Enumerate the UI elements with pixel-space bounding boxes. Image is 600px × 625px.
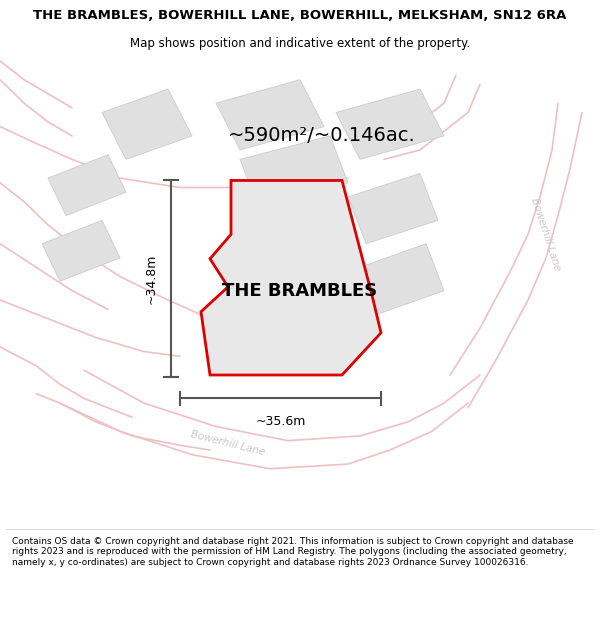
Text: ~34.8m: ~34.8m (145, 254, 158, 304)
Polygon shape (336, 89, 444, 159)
Polygon shape (240, 136, 348, 206)
Polygon shape (102, 89, 192, 159)
Text: Bowerhill Lane: Bowerhill Lane (529, 197, 563, 272)
Text: Contains OS data © Crown copyright and database right 2021. This information is : Contains OS data © Crown copyright and d… (12, 537, 574, 567)
Polygon shape (252, 201, 354, 272)
Polygon shape (348, 173, 438, 244)
Text: ~35.6m: ~35.6m (256, 415, 305, 428)
Polygon shape (48, 154, 126, 216)
Polygon shape (201, 181, 381, 375)
Polygon shape (360, 244, 444, 314)
Polygon shape (216, 79, 324, 150)
Text: Map shows position and indicative extent of the property.: Map shows position and indicative extent… (130, 38, 470, 51)
Text: THE BRAMBLES, BOWERHILL LANE, BOWERHILL, MELKSHAM, SN12 6RA: THE BRAMBLES, BOWERHILL LANE, BOWERHILL,… (34, 9, 566, 22)
Polygon shape (42, 220, 120, 281)
Text: Bowerhill Lane: Bowerhill Lane (190, 429, 266, 457)
Text: THE BRAMBLES: THE BRAMBLES (223, 282, 377, 299)
Text: ~590m²/~0.146ac.: ~590m²/~0.146ac. (228, 126, 416, 146)
